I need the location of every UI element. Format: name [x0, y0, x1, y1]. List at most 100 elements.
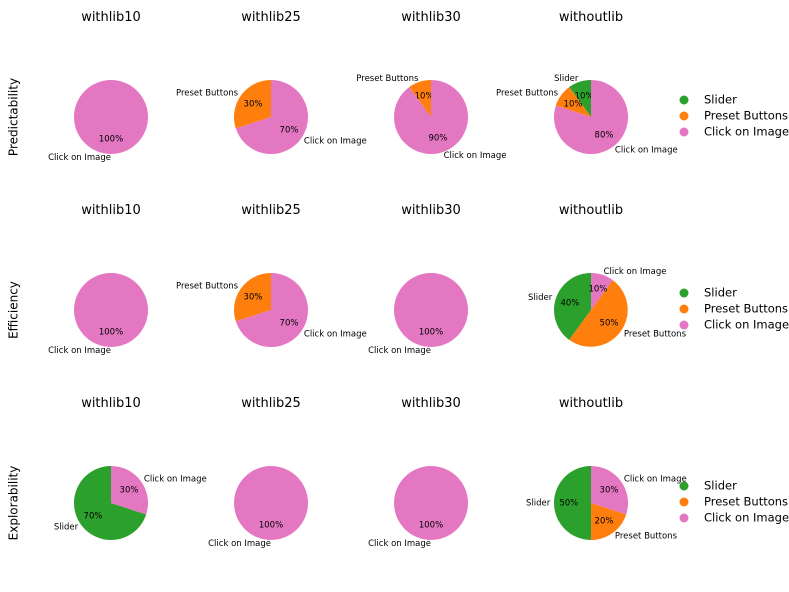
- pie-efficiency-withlib10-slice-click-on-image: [74, 273, 148, 347]
- legend-marker-predictability-click-on-image: [679, 127, 689, 137]
- pie-predictability-withlib10-slice-click-on-image: [74, 80, 148, 154]
- pie-explorability-withoutlib-slice-slider-label: Slider: [526, 499, 551, 509]
- pie-predictability-withlib30-title: withlib30: [401, 10, 461, 25]
- pie-explorability-withoutlib-slice-click-on-image-label: Click on Image: [624, 475, 687, 485]
- pie-predictability-withoutlib-slice-click-on-image-label: Click on Image: [615, 145, 678, 155]
- legend-marker-explorability-preset-buttons: [679, 497, 689, 507]
- pie-efficiency-withoutlib-slice-preset-buttons-percent: 50%: [600, 319, 619, 329]
- pie-efficiency-withlib30-title: withlib30: [401, 203, 461, 218]
- legend-marker-efficiency-slider: [679, 288, 689, 298]
- legend-marker-predictability-slider: [679, 95, 689, 105]
- pie-explorability-withlib25-slice-click-on-image-percent: 100%: [259, 521, 283, 531]
- pie-predictability-withlib25-slice-click-on-image: [235, 80, 309, 154]
- pie-efficiency-withoutlib-title: withoutlib: [559, 203, 623, 218]
- row-label-efficiency: Efficiency: [7, 281, 21, 339]
- pie-efficiency-withoutlib-slice-click-on-image-percent: 10%: [588, 284, 607, 294]
- pie-predictability-withoutlib-slice-click-on-image: [554, 80, 629, 154]
- pie-predictability-withlib25-slice-preset-buttons-label: Preset Buttons: [176, 89, 239, 99]
- pie-efficiency-withlib25-slice-preset-buttons-label: Preset Buttons: [176, 282, 239, 292]
- pie-efficiency-withlib30-slice-click-on-image: [394, 273, 468, 347]
- pie-efficiency-withoutlib-slice-click-on-image: [591, 273, 613, 310]
- pie-explorability-withoutlib-slice-preset-buttons: [591, 503, 627, 540]
- legend-label-predictability-slider: Slider: [704, 93, 737, 107]
- pie-efficiency-withlib25-slice-preset-buttons: [234, 273, 271, 322]
- legend-marker-explorability-slider: [679, 481, 689, 491]
- pie-efficiency-withlib30-slice-click-on-image-percent: 100%: [419, 328, 443, 338]
- pie-explorability-withoutlib-slice-preset-buttons-label: Preset Buttons: [615, 531, 678, 541]
- row-label-explorability: Explorability: [7, 466, 21, 541]
- pie-predictability-withoutlib-slice-slider: [569, 80, 591, 117]
- pie-explorability-withoutlib-slice-click-on-image-percent: 30%: [600, 486, 619, 496]
- pie-predictability-withlib10-slice-click-on-image-percent: 100%: [99, 135, 123, 145]
- pie-explorability-withoutlib-slice-slider: [554, 466, 591, 540]
- pie-explorability-withlib30-slice-click-on-image-percent: 100%: [419, 521, 443, 531]
- pie-predictability-withlib10-slice-click-on-image-label: Click on Image: [48, 153, 111, 163]
- pie-predictability-withlib25-slice-preset-buttons-percent: 30%: [244, 100, 263, 110]
- pie-predictability-withoutlib-slice-preset-buttons-label: Preset Buttons: [496, 89, 559, 99]
- pie-efficiency-withlib25-slice-click-on-image: [235, 273, 309, 348]
- legend-label-efficiency-click-on-image: Click on Image: [704, 318, 789, 332]
- pie-efficiency-withlib10-title: withlib10: [81, 203, 141, 218]
- pie-explorability-withlib10-slice-click-on-image-percent: 30%: [120, 486, 139, 496]
- pie-efficiency-withoutlib-slice-preset-buttons: [569, 280, 628, 347]
- pie-efficiency-withoutlib-slice-slider-percent: 40%: [560, 299, 579, 309]
- pie-explorability-withoutlib-slice-preset-buttons-percent: 20%: [595, 517, 614, 527]
- pie-predictability-withlib25-title: withlib25: [241, 10, 301, 25]
- pie-efficiency-withoutlib-slice-slider-label: Slider: [528, 293, 553, 303]
- pie-efficiency-withlib25-title: withlib25: [241, 203, 301, 218]
- pie-explorability-withlib25-slice-click-on-image: [234, 466, 308, 540]
- pie-efficiency-withlib25-slice-preset-buttons-percent: 30%: [244, 293, 263, 303]
- legend-marker-efficiency-click-on-image: [679, 320, 689, 330]
- pie-predictability-withlib10-title: withlib10: [81, 10, 141, 25]
- pie-efficiency-withoutlib-slice-click-on-image-label: Click on Image: [604, 267, 667, 277]
- pie-explorability-withlib10-slice-click-on-image-label: Click on Image: [144, 475, 207, 485]
- pie-explorability-withlib10-slice-slider-label: Slider: [54, 522, 79, 532]
- legend-marker-efficiency-preset-buttons: [679, 304, 689, 314]
- row-label-predictability: Predictability: [7, 78, 21, 156]
- pie-explorability-withlib10-slice-slider: [73, 466, 147, 540]
- legend-marker-explorability-click-on-image: [679, 513, 689, 523]
- legend-label-explorability-click-on-image: Click on Image: [704, 511, 789, 525]
- pie-explorability-withlib25-title: withlib25: [241, 396, 301, 411]
- pie-efficiency-withoutlib-slice-slider: [554, 273, 591, 340]
- legend-label-efficiency-preset-buttons: Preset Buttons: [704, 302, 788, 316]
- pie-explorability-withlib30-slice-click-on-image-label: Click on Image: [368, 539, 431, 549]
- legend-marker-predictability-preset-buttons: [679, 111, 689, 121]
- pie-predictability-withoutlib-slice-slider-percent: 10%: [575, 91, 594, 101]
- pie-explorability-withlib10-slice-click-on-image: [111, 466, 148, 515]
- pie-predictability-withoutlib-slice-click-on-image-percent: 80%: [595, 131, 614, 141]
- pie-efficiency-withlib30-slice-click-on-image-label: Click on Image: [368, 346, 431, 356]
- pie-explorability-withoutlib-slice-slider-percent: 50%: [559, 499, 578, 509]
- pie-predictability-withlib30-slice-preset-buttons-percent: 10%: [415, 91, 434, 101]
- legend-label-explorability-slider: Slider: [704, 479, 737, 493]
- pie-predictability-withoutlib-slice-slider-label: Slider: [554, 74, 579, 84]
- pie-explorability-withoutlib-title: withoutlib: [559, 396, 623, 411]
- pie-predictability-withlib25-slice-click-on-image-label: Click on Image: [304, 136, 367, 146]
- pie-predictability-withoutlib-slice-preset-buttons-percent: 10%: [564, 100, 583, 110]
- pie-predictability-withoutlib-slice-preset-buttons: [555, 87, 591, 117]
- legend-label-explorability-preset-buttons: Preset Buttons: [704, 495, 788, 509]
- pie-predictability-withoutlib-title: withoutlib: [559, 10, 623, 25]
- pie-efficiency-withlib25-slice-click-on-image-percent: 70%: [280, 319, 299, 329]
- pie-explorability-withlib25-slice-click-on-image-label: Click on Image: [208, 539, 271, 549]
- pie-explorability-withlib10-slice-slider-percent: 70%: [84, 512, 103, 522]
- pie-predictability-withlib25-slice-preset-buttons: [234, 80, 271, 129]
- pie-predictability-withlib30-slice-click-on-image-label: Click on Image: [444, 151, 507, 161]
- pie-predictability-withlib30-slice-click-on-image-percent: 90%: [428, 134, 447, 144]
- pie-explorability-withlib30-title: withlib30: [401, 396, 461, 411]
- legend-label-predictability-preset-buttons: Preset Buttons: [704, 109, 788, 123]
- pie-predictability-withlib30-slice-preset-buttons-label: Preset Buttons: [356, 74, 419, 84]
- pie-predictability-withlib30-slice-preset-buttons: [409, 80, 431, 117]
- pie-efficiency-withlib10-slice-click-on-image-percent: 100%: [99, 328, 123, 338]
- pie-predictability-withlib30-slice-click-on-image: [394, 80, 469, 154]
- pie-explorability-withoutlib-slice-click-on-image: [591, 466, 628, 515]
- pie-predictability-withlib25-slice-click-on-image-percent: 70%: [280, 126, 299, 136]
- pie-efficiency-withlib10-slice-click-on-image-label: Click on Image: [48, 346, 111, 356]
- pie-efficiency-withoutlib-slice-preset-buttons-label: Preset Buttons: [624, 329, 687, 339]
- legend-label-predictability-click-on-image: Click on Image: [704, 125, 789, 139]
- pie-explorability-withlib30-slice-click-on-image: [394, 466, 468, 540]
- legend-label-efficiency-slider: Slider: [704, 286, 737, 300]
- pie-efficiency-withlib25-slice-click-on-image-label: Click on Image: [304, 329, 367, 339]
- pie-explorability-withlib10-title: withlib10: [81, 396, 141, 411]
